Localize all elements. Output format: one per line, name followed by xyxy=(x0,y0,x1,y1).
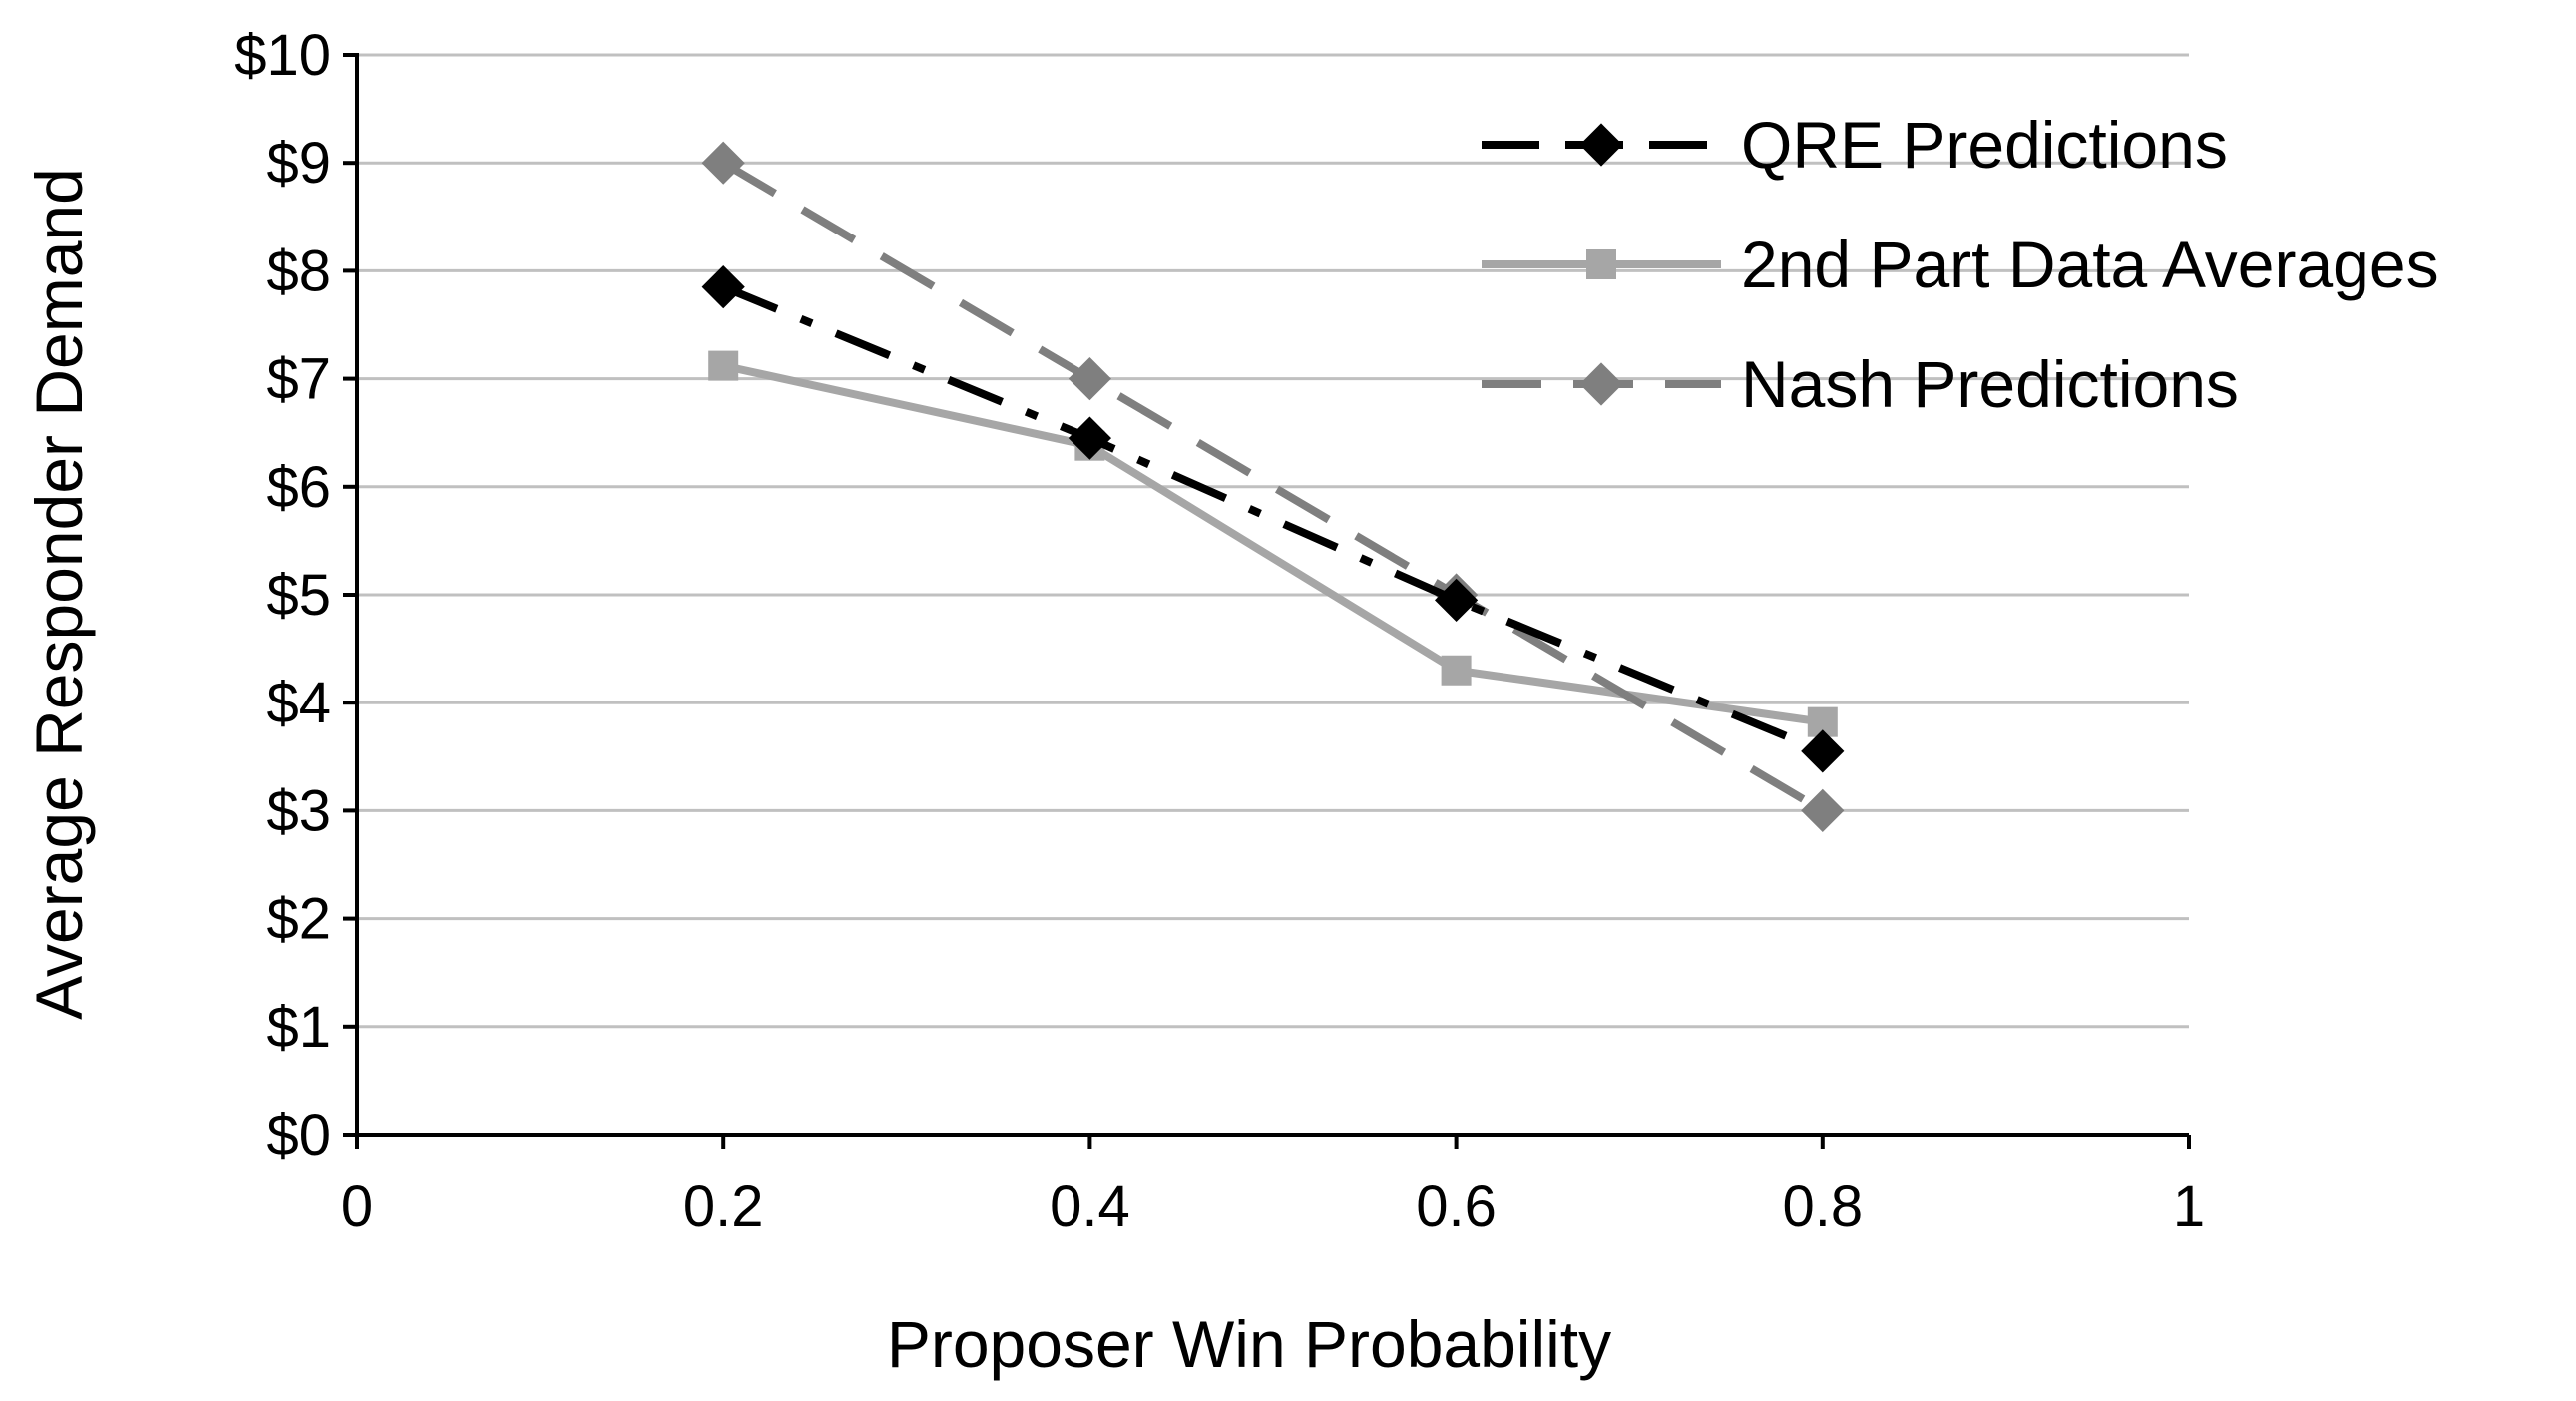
axes xyxy=(343,53,2191,1149)
data-point-2-3 xyxy=(1801,788,1845,832)
y-tick-label-8: $8 xyxy=(266,238,331,303)
y-tick-label-7: $7 xyxy=(266,347,331,412)
legend-swatch-marker-0 xyxy=(1579,123,1623,167)
legend-label-0: QRE Predictions xyxy=(1741,108,2228,182)
y-axis-title: Average Responder Demand xyxy=(22,168,96,1020)
y-tick-label-3: $3 xyxy=(266,778,331,843)
data-point-2-0 xyxy=(701,141,745,185)
gridlines xyxy=(357,53,2189,1029)
legend: QRE Predictions 2nd Part Data Averages Nas… xyxy=(1482,108,2439,421)
y-tick-label-10: $10 xyxy=(234,23,331,88)
series-0 xyxy=(701,265,1845,773)
series-line-2 xyxy=(721,159,1825,814)
x-tick-label-4: 0.8 xyxy=(1782,1174,1863,1239)
data-point-1-2 xyxy=(1441,655,1472,686)
data-point-1-0 xyxy=(708,350,739,381)
legend-item-1: 2nd Part Data Averages xyxy=(1482,228,2439,301)
x-tick-label-5: 1 xyxy=(2173,1174,2205,1239)
data-point-2-1 xyxy=(1068,357,1111,401)
data-point-0-3 xyxy=(1801,729,1845,773)
legend-label-2: Nash Predictions xyxy=(1741,347,2239,421)
y-tick-label-9: $9 xyxy=(266,131,331,196)
x-tick-label-0: 0 xyxy=(341,1174,373,1239)
y-tick-label-4: $4 xyxy=(266,671,331,735)
y-tick-label-5: $5 xyxy=(266,563,331,628)
y-tick-label-0: $0 xyxy=(266,1103,331,1168)
x-axis-title: Proposer Win Probability xyxy=(887,1307,1611,1381)
legend-swatch-marker-2 xyxy=(1579,362,1623,406)
series-line-1 xyxy=(722,361,1824,726)
series-line-0 xyxy=(721,282,1825,755)
legend-item-2: Nash Predictions xyxy=(1482,347,2239,421)
legend-item-0: QRE Predictions xyxy=(1482,108,2228,182)
tick-labels: $0 $1 $2 $3 $4 $5 $6 $7 $8 $9 $10 0 0.2 0.4 0.6 0.8 1 xyxy=(234,23,2205,1239)
legend-swatch-marker-1 xyxy=(1586,249,1616,279)
y-tick-label-6: $6 xyxy=(266,455,331,520)
x-tick-label-3: 0.6 xyxy=(1416,1174,1497,1239)
x-tick-label-2: 0.4 xyxy=(1050,1174,1130,1239)
data-point-0-1 xyxy=(1068,416,1111,460)
series-lines xyxy=(701,141,1845,832)
x-tick-label-1: 0.2 xyxy=(683,1174,764,1239)
data-point-0-0 xyxy=(701,265,745,309)
legend-label-1: 2nd Part Data Averages xyxy=(1741,228,2439,301)
data-point-0-2 xyxy=(1435,578,1479,623)
series-1 xyxy=(708,350,1838,737)
y-tick-label-2: $2 xyxy=(266,887,331,952)
y-tick-label-1: $1 xyxy=(266,995,331,1060)
